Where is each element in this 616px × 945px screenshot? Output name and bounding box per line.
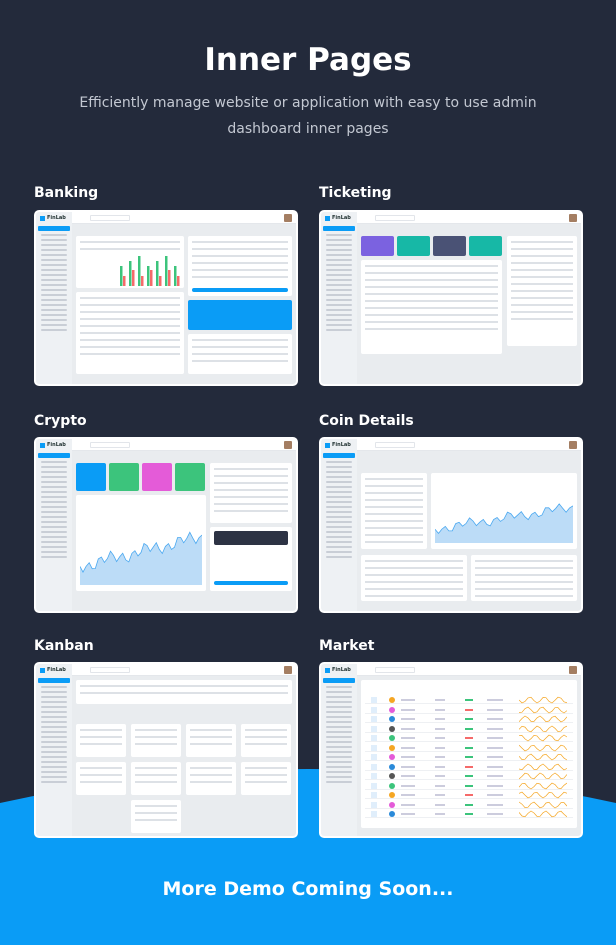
preview-content xyxy=(72,676,296,836)
avatar xyxy=(569,441,577,449)
preview-crypto[interactable]: FinLab xyxy=(34,437,298,613)
preview-sidebar: FinLab xyxy=(321,212,357,384)
avatar xyxy=(569,666,577,674)
preview-sidebar: FinLab xyxy=(36,212,72,384)
page-label-banking: Banking xyxy=(34,185,99,201)
preview-coin-details[interactable]: FinLab xyxy=(319,437,583,613)
logo-icon xyxy=(40,442,45,448)
avatar xyxy=(569,214,577,222)
brand-logo: FinLab xyxy=(36,439,72,451)
logo-icon xyxy=(325,442,330,448)
avatar xyxy=(284,441,292,449)
page-label-ticketing: Ticketing xyxy=(319,185,392,201)
preview-content xyxy=(357,676,581,836)
preview-sidebar: FinLab xyxy=(36,664,72,836)
preview-kanban[interactable]: FinLab xyxy=(34,662,298,838)
preview-topbar xyxy=(72,664,296,676)
page-label-kanban: Kanban xyxy=(34,638,94,654)
preview-sidebar: FinLab xyxy=(321,439,357,611)
coming-soon-text: More Demo Coming Soon... xyxy=(162,878,454,900)
page-subtitle: Efficiently manage website or applicatio… xyxy=(79,95,537,137)
brand-logo: FinLab xyxy=(36,664,72,676)
preview-content xyxy=(357,224,581,384)
page-label-market: Market xyxy=(319,638,375,654)
search-icon xyxy=(375,215,415,221)
avatar xyxy=(284,214,292,222)
logo-icon xyxy=(40,215,45,221)
brand-logo: FinLab xyxy=(36,212,72,224)
preview-content xyxy=(357,451,581,611)
search-icon xyxy=(90,215,130,221)
preview-content xyxy=(72,224,296,384)
preview-content xyxy=(72,451,296,611)
preview-market[interactable]: FinLab xyxy=(319,662,583,838)
preview-ticketing[interactable]: FinLab xyxy=(319,210,583,386)
preview-banking[interactable]: FinLab xyxy=(34,210,298,386)
avatar xyxy=(284,666,292,674)
preview-topbar xyxy=(357,439,581,451)
logo-icon xyxy=(40,667,45,673)
logo-icon xyxy=(325,667,330,673)
page-title: Inner Pages xyxy=(204,42,412,78)
preview-topbar xyxy=(357,664,581,676)
preview-topbar xyxy=(72,439,296,451)
brand-logo: FinLab xyxy=(321,439,357,451)
logo-icon xyxy=(325,215,330,221)
page-label-crypto: Crypto xyxy=(34,413,87,429)
preview-sidebar: FinLab xyxy=(321,664,357,836)
page-label-coin-details: Coin Details xyxy=(319,413,414,429)
brand-logo: FinLab xyxy=(321,212,357,224)
preview-sidebar: FinLab xyxy=(36,439,72,611)
search-icon xyxy=(90,442,130,448)
search-icon xyxy=(375,667,415,673)
search-icon xyxy=(375,442,415,448)
brand-logo: FinLab xyxy=(321,664,357,676)
preview-topbar xyxy=(72,212,296,224)
preview-topbar xyxy=(357,212,581,224)
search-icon xyxy=(90,667,130,673)
